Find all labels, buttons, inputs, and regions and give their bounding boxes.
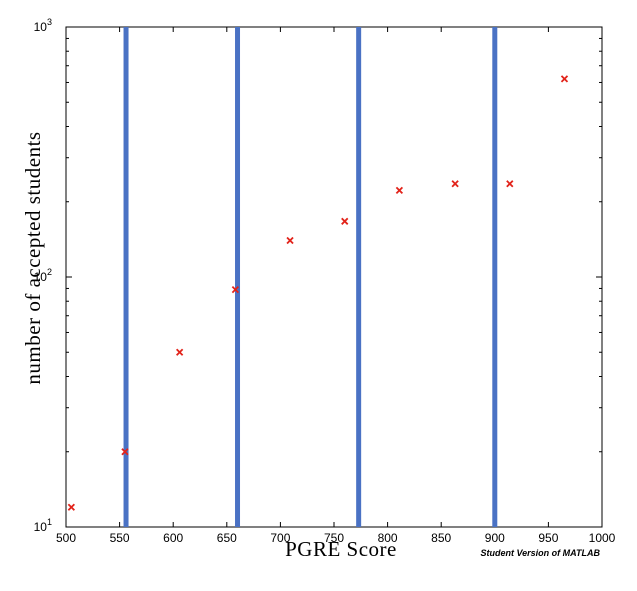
y-tick-base: 10 — [34, 20, 48, 34]
data-point-stroke — [395, 186, 404, 195]
x-tick-label: 900 — [485, 531, 505, 545]
data-point-stroke — [506, 180, 514, 188]
data-point — [67, 503, 75, 511]
x-tick-label: 1000 — [589, 531, 616, 545]
y-tick-label: 102 — [34, 267, 52, 284]
data-point-stroke — [67, 503, 75, 511]
x-tick-label: 850 — [431, 531, 451, 545]
data-point-stroke — [175, 348, 184, 356]
y-tick-label: 103 — [34, 17, 52, 34]
data-point — [286, 236, 294, 245]
matlab-watermark: Student Version of MATLAB — [481, 548, 601, 558]
x-tick-label: 700 — [270, 531, 290, 545]
data-point-stroke — [121, 448, 129, 456]
data-point-stroke — [231, 286, 240, 294]
x-tick-label: 500 — [56, 531, 76, 545]
data-point-stroke — [341, 217, 349, 225]
data-point-stroke — [560, 75, 569, 83]
data-point — [451, 180, 459, 188]
x-tick-label: 950 — [538, 531, 558, 545]
y-tick-exponent: 1 — [47, 517, 52, 527]
y-tick-base: 10 — [34, 270, 48, 284]
x-tick-label: 650 — [217, 531, 237, 545]
x-axis-ticks: 500 550 600 650 700 750 800 850 900 950 1000 — [56, 27, 616, 545]
data-point-stroke — [286, 236, 294, 245]
x-tick-label: 800 — [378, 531, 398, 545]
y-tick-base: 10 — [34, 520, 48, 534]
y-tick-exponent: 3 — [47, 17, 52, 27]
plot-frame — [65, 26, 603, 528]
data-point — [341, 217, 349, 225]
data-points — [67, 75, 569, 511]
data-point — [395, 186, 404, 195]
data-point-stroke — [451, 180, 459, 188]
data-point — [506, 180, 514, 188]
data-point — [175, 348, 184, 356]
x-axis-title: PGRE Score — [285, 537, 397, 561]
y-tick-label: 101 — [34, 517, 52, 534]
data-point — [121, 448, 129, 456]
x-tick-label: 550 — [110, 531, 130, 545]
y-axis-title: number of accepted students — [21, 131, 45, 384]
vertical-lines — [123, 27, 498, 527]
data-point — [231, 286, 240, 294]
x-tick-label: 750 — [324, 531, 344, 545]
data-point — [560, 75, 569, 83]
x-tick-label: 600 — [163, 531, 183, 545]
y-tick-exponent: 2 — [47, 267, 52, 277]
